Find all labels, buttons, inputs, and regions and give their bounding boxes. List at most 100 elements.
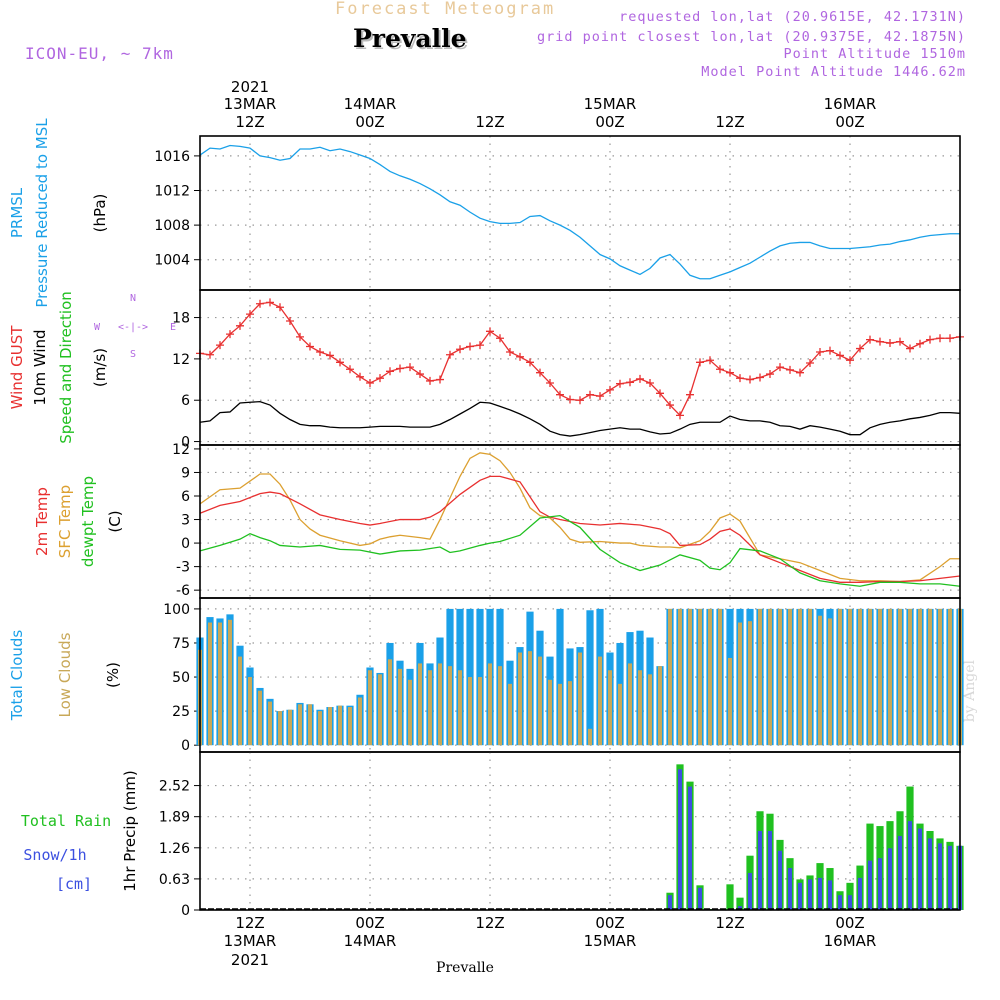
gust-point [246,310,254,319]
y-tick-label: 0 [181,536,190,552]
bar-clouds [258,690,262,746]
gust-point [716,365,724,374]
gust-point [636,374,644,383]
compass-west: W [94,322,101,333]
y-axis-label: Pressure Reduced to MSL [33,118,51,308]
gust-point [826,346,834,355]
compass-south: S [130,349,136,360]
bar-clouds [358,697,362,746]
gust-point [756,373,764,382]
gust-point [386,367,394,376]
bar-clouds [318,711,322,746]
gust-point [416,370,424,379]
gust-point [676,411,684,420]
gust-point [796,368,804,377]
gust-point [536,368,544,377]
bar-precip [748,872,752,910]
gust-point [916,339,924,348]
bar-precip [928,838,932,910]
gust-point [426,376,434,385]
gust-point [556,390,564,399]
bar-clouds [298,704,302,746]
bar-clouds [878,608,882,746]
y-tick-label: 0 [181,738,190,754]
y-tick-label: 1008 [154,218,190,234]
bar-precip [788,868,792,910]
bar-precip [778,850,782,910]
bar-precip [848,895,852,910]
bar-clouds [268,701,272,746]
bar-precip [678,769,682,910]
gust-point [526,358,534,367]
y-tick-label: 75 [172,636,190,652]
bar-precip [668,895,672,910]
bar-clouds [728,657,732,746]
gust-point [336,358,344,367]
bar-clouds [578,652,582,746]
gust-point [856,344,864,353]
bar-precip [948,845,952,910]
bar-precip [808,879,812,910]
y-tick-label: 18 [172,311,190,327]
bar-clouds [408,679,412,746]
bar-clouds [908,608,912,746]
bar-clouds [708,608,712,746]
bar-precip [818,877,822,910]
bar-clouds [468,677,472,746]
y-tick-label: 2.52 [159,779,190,795]
bottom-time-date: 16MAR [824,932,877,950]
gust-point [466,342,474,351]
bar-clouds [328,707,332,746]
bar-clouds [488,663,492,746]
bar-precip [768,831,772,910]
bottom-time-hour: 12Z [475,914,504,932]
bar-clouds [758,608,762,746]
gust-point [586,390,594,399]
gust-point [306,342,314,351]
y-tick-label: 3 [181,513,190,529]
panel-wind [194,289,964,446]
compass-north: N [130,293,136,304]
gust-point [806,359,814,368]
gust-point [726,368,734,377]
y-tick-label: 1.89 [159,810,190,826]
bar-clouds [918,608,922,746]
y-tick-label: 100 [163,602,190,618]
gust-point [736,374,744,383]
bottom-time-hour: 00Z [355,914,384,932]
bar-clouds [458,670,462,746]
top-time-hour: 00Z [835,113,864,131]
y-tick-label: -3 [176,560,190,576]
bar-clouds [848,608,852,746]
bar-clouds [868,608,872,746]
bar-precip [838,895,842,910]
bar-clouds [648,674,652,746]
bar-precip [736,897,744,910]
gust-point [686,390,694,399]
gust-point [666,401,674,410]
top-time-date: 16MAR [824,95,877,113]
bar-precip [688,786,692,910]
bottom-time-year: 2021 [231,951,269,969]
y-axis-label: 10m Wind [31,329,49,405]
bar-clouds [808,608,812,746]
bar-clouds [798,608,802,746]
bar-clouds [598,656,602,746]
bar-clouds [398,668,402,746]
bar-precip [888,848,892,910]
bar-precip [758,831,762,910]
bar-clouds [858,608,862,746]
gust-point [366,379,374,387]
gust-point [696,358,704,367]
bar-clouds [698,608,702,746]
y-axis-label: dewpt Temp [79,476,97,567]
panel-frame [199,751,961,911]
top-time-hour: 12Z [715,113,744,131]
bar-clouds [618,683,622,746]
y-tick-label: 9 [181,465,190,481]
bar-clouds [498,666,502,746]
y-tick-label: 0.63 [159,872,190,888]
bottom-time-hour: 12Z [715,914,744,932]
bar-clouds [558,683,562,746]
gust-point [486,327,494,336]
